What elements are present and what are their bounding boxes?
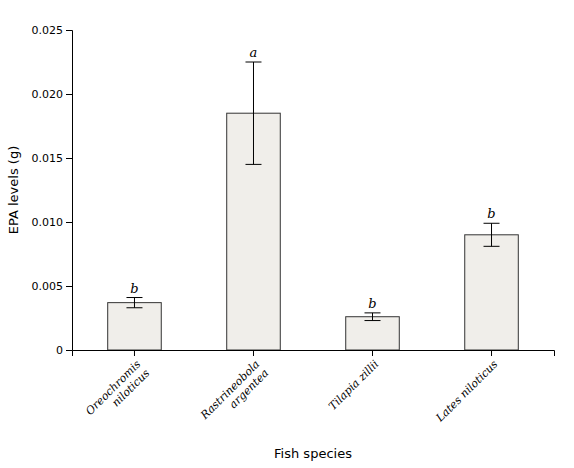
x-tick-label-line: Lates niloticus (433, 357, 501, 425)
y-tick: 0 (56, 344, 72, 357)
bar (465, 235, 519, 350)
bar (346, 317, 400, 350)
y-axis-title: EPA levels (g) (6, 146, 21, 234)
x-tick-label: Tilapia zillii (326, 358, 381, 413)
y-tick: 0.010 (32, 216, 73, 229)
error-bar (126, 298, 142, 308)
plot: b a b b 0 0.005 0.010 0.015 0.020 0.025 Oreochromi… (32, 24, 555, 432)
x-axis: Oreochromisniloticus Rastrineobolaargente… (73, 350, 555, 432)
y-tick: 0.020 (32, 88, 73, 101)
significance-label: b (368, 296, 376, 311)
y-tick: 0.025 (32, 24, 73, 37)
y-tick-label: 0.020 (32, 88, 64, 101)
y-tick-mark (66, 158, 72, 159)
x-tick-label: Rastrineobolaargentea (197, 358, 271, 432)
y-tick-label: 0.010 (32, 216, 64, 229)
x-tick-mark (253, 350, 254, 356)
y-tick: 0.005 (32, 280, 73, 293)
error-bar (365, 313, 381, 321)
y-tick-label: 0.005 (32, 280, 64, 293)
y-tick-mark (66, 286, 72, 287)
x-axis-title: Fish species (274, 446, 352, 461)
significance-label: b (130, 281, 138, 296)
x-tick-label-line: argentea (227, 367, 272, 412)
error-bar (245, 62, 261, 164)
chart-svg: b a b b 0 0.005 0.010 0.015 0.020 0.025 Oreochromi… (0, 0, 574, 468)
bar (108, 303, 162, 350)
x-axis-line (73, 351, 555, 357)
y-tick-label: 0.025 (32, 24, 64, 37)
x-tick-mark (491, 350, 492, 356)
marks (108, 62, 519, 350)
significance-label: a (250, 45, 258, 60)
y-tick-label: 0.015 (32, 152, 64, 165)
y-tick-mark (66, 350, 72, 351)
significance-label: b (487, 206, 495, 221)
x-tick: Tilapia zillii (326, 350, 381, 413)
y-tick-label: 0 (56, 344, 63, 357)
y-axis: 0 0.005 0.010 0.015 0.020 0.025 (32, 24, 73, 357)
annotations: b a b b (130, 45, 495, 311)
x-tick: Oreochromisniloticus (83, 350, 152, 427)
x-tick-label: Lates niloticus (433, 357, 501, 425)
y-tick-mark (66, 30, 72, 31)
x-tick-label-line: Tilapia zillii (326, 358, 381, 413)
y-axis-line (66, 31, 73, 351)
y-tick-mark (66, 94, 72, 95)
y-tick: 0.015 (32, 152, 73, 165)
error-bar (484, 223, 500, 246)
x-tick-mark (134, 350, 135, 356)
x-tick-label-line: niloticus (109, 366, 152, 409)
x-tick-label: Oreochromisniloticus (83, 357, 152, 426)
chart-container: b a b b 0 0.005 0.010 0.015 0.020 0.025 Oreochromi… (0, 0, 574, 468)
y-tick-mark (66, 222, 72, 223)
x-tick: Lates niloticus (433, 350, 501, 425)
x-tick: Rastrineobolaargentea (197, 350, 271, 432)
x-tick-mark (372, 350, 373, 356)
